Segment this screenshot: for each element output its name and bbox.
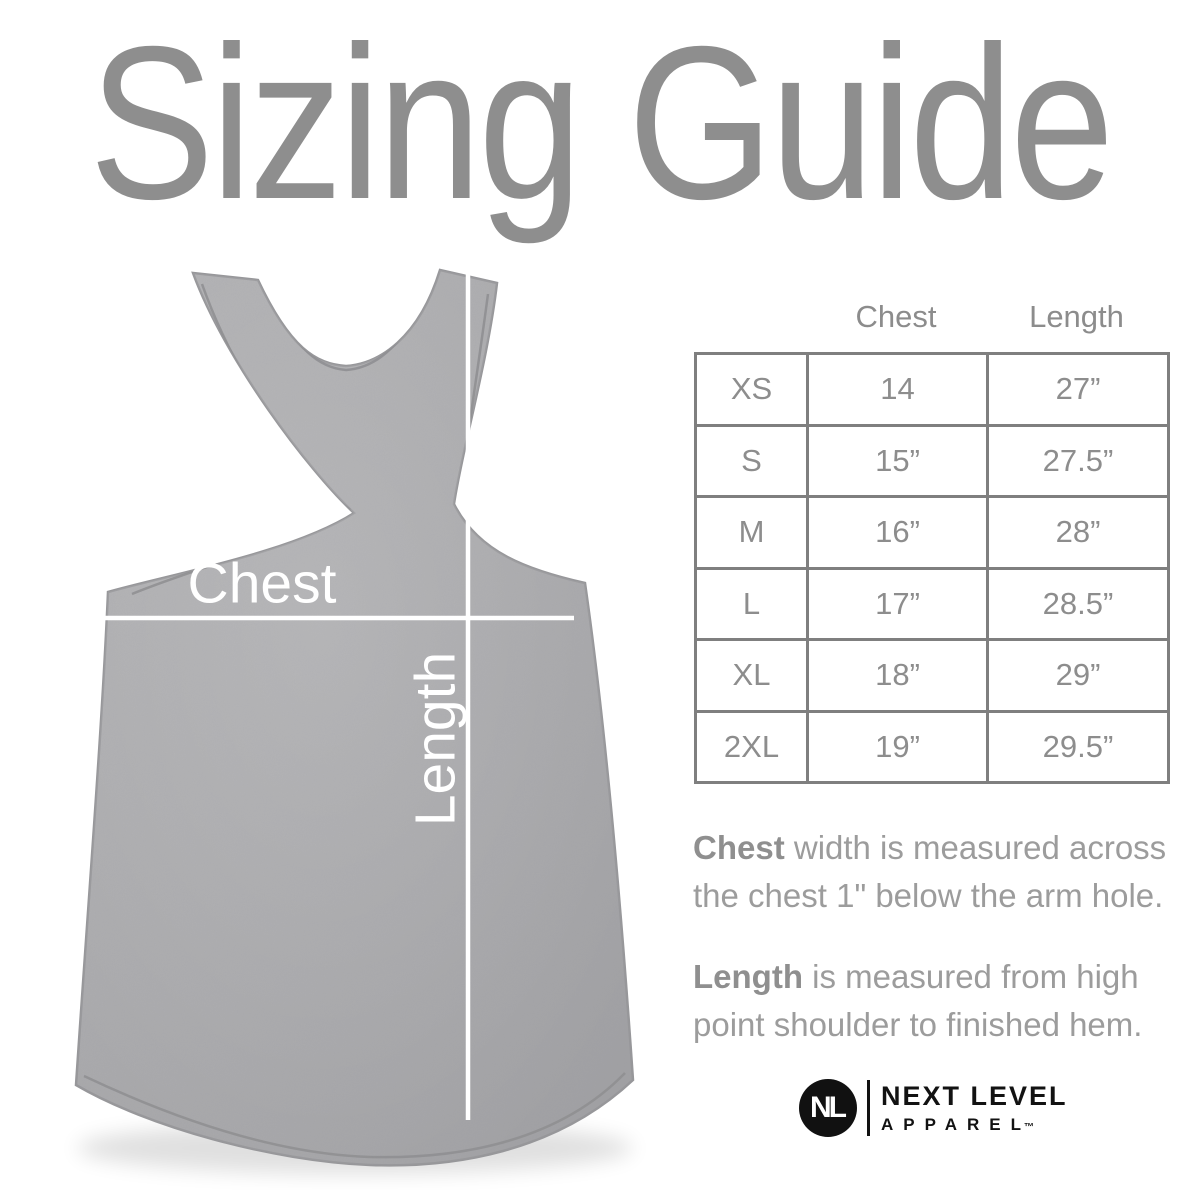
next-level-apparel-logo: NL NEXT LEVEL APPAREL™ (799, 1079, 1068, 1137)
column-header-chest: Chest (855, 299, 937, 334)
fabric-texture (76, 270, 633, 1166)
chest-cell: 14 (806, 352, 989, 427)
table-row: 2XL 19” 29.5” (694, 709, 1170, 784)
logo-divider (867, 1080, 870, 1136)
size-cell: 2XL (694, 709, 809, 784)
nl-monogram-icon: NL (799, 1079, 857, 1137)
column-header-length: Length (1029, 299, 1124, 334)
size-cell: XL (694, 638, 809, 713)
chest-cell: 17” (806, 566, 989, 641)
size-table: XS 14 27” S 15” 27.5” M 16” 28” L 17” 28… (694, 352, 1170, 784)
size-cell: M (694, 495, 809, 570)
size-cell: L (694, 566, 809, 641)
brand-name: NEXT LEVEL (881, 1081, 1068, 1111)
table-row: M 16” 28” (694, 495, 1170, 570)
chest-cell: 16” (806, 495, 989, 570)
chest-note: Chest width is measured across the chest … (693, 829, 1167, 914)
length-cell: 27.5” (986, 423, 1170, 498)
table-row: XL 18” 29” (694, 638, 1170, 713)
length-note: Length is measured from high point should… (693, 958, 1143, 1043)
length-cell: 28.5” (986, 566, 1170, 641)
size-cell: S (694, 423, 809, 498)
length-cell: 29.5” (986, 709, 1170, 784)
length-cell: 29” (986, 638, 1170, 713)
table-row: L 17” 28.5” (694, 566, 1170, 641)
chest-cell: 15” (806, 423, 989, 498)
length-measure-label: Length (403, 651, 468, 827)
length-note-term: Length (693, 958, 803, 995)
chest-measure-label: Chest (187, 551, 337, 616)
chest-cell: 19” (806, 709, 989, 784)
size-cell: XS (694, 352, 809, 427)
length-cell: 28” (986, 495, 1170, 570)
brand-subtitle: APPAREL™ (881, 1115, 1034, 1134)
tank-top-image (74, 268, 635, 1174)
page-title: Sizing Guide (89, 2, 1114, 245)
logo-text: NEXT LEVEL APPAREL™ (881, 1081, 1068, 1134)
measurement-notes: Chest width is measured across the chest … (693, 824, 1193, 1049)
table-column-headers: Chest Length (806, 299, 1167, 335)
length-cell: 27” (986, 352, 1170, 427)
chest-note-term: Chest (693, 829, 785, 866)
trademark-symbol: ™ (1023, 1122, 1034, 1133)
chest-cell: 18” (806, 638, 989, 713)
table-row: XS 14 27” (694, 352, 1170, 427)
table-row: S 15” 27.5” (694, 423, 1170, 498)
